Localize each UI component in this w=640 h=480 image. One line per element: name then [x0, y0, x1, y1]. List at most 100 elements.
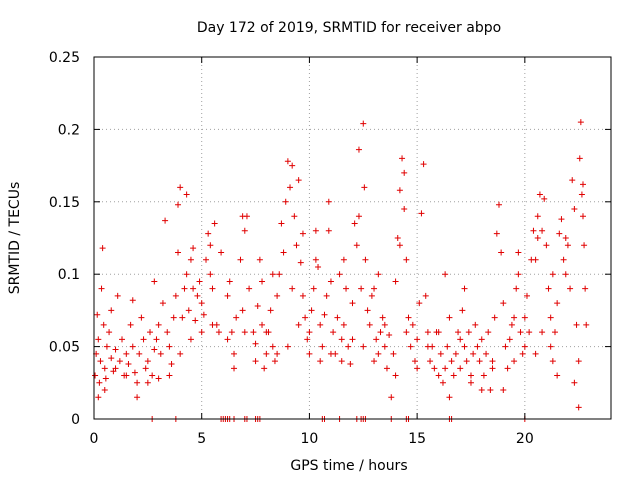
- data-point: [254, 303, 261, 310]
- data-point: [155, 375, 162, 382]
- data-point: [263, 329, 270, 336]
- data-point: [543, 242, 550, 249]
- data-point: [506, 336, 513, 343]
- data-point: [358, 285, 365, 292]
- data-point: [224, 336, 231, 343]
- data-point: [299, 230, 306, 237]
- data-point: [211, 220, 218, 227]
- data-point: [474, 343, 481, 350]
- data-point: [582, 285, 589, 292]
- data-point: [138, 314, 145, 321]
- data-point: [338, 336, 345, 343]
- data-point: [411, 358, 418, 365]
- data-point: [157, 350, 164, 357]
- data-point: [491, 314, 498, 321]
- data-point: [327, 350, 334, 357]
- data-point: [457, 365, 464, 372]
- x-tick-label: 5: [197, 431, 206, 447]
- data-point: [392, 372, 399, 379]
- data-point: [127, 321, 134, 328]
- data-point: [521, 343, 528, 350]
- data-point: [327, 278, 334, 285]
- data-point: [500, 300, 507, 307]
- data-point: [95, 394, 102, 401]
- data-point: [511, 314, 518, 321]
- data-point: [129, 297, 136, 304]
- data-point: [517, 329, 524, 336]
- data-point: [439, 379, 446, 386]
- data-point: [330, 329, 337, 336]
- data-point: [513, 285, 520, 292]
- data-point: [403, 256, 410, 263]
- data-point: [392, 278, 399, 285]
- data-point: [547, 314, 554, 321]
- data-point: [237, 256, 244, 263]
- data-point: [280, 249, 287, 256]
- data-point: [446, 314, 453, 321]
- data-point: [495, 201, 502, 208]
- data-point: [461, 285, 468, 292]
- data-point: [172, 292, 179, 299]
- y-tick-label: 0.25: [49, 50, 80, 66]
- data-point: [317, 321, 324, 328]
- data-point: [500, 387, 507, 394]
- data-point: [489, 365, 496, 372]
- data-point: [108, 307, 115, 314]
- data-point: [278, 220, 285, 227]
- data-point: [269, 343, 276, 350]
- data-point: [226, 278, 233, 285]
- data-point: [371, 285, 378, 292]
- data-point: [360, 343, 367, 350]
- data-point: [498, 249, 505, 256]
- data-point: [224, 292, 231, 299]
- data-point: [581, 242, 588, 249]
- data-point: [149, 372, 156, 379]
- data-point: [554, 372, 561, 379]
- data-point: [409, 321, 416, 328]
- data-point: [467, 379, 474, 386]
- data-point: [435, 329, 442, 336]
- data-point: [504, 365, 511, 372]
- grid: [94, 57, 611, 419]
- x-axis-label: GPS time / hours: [290, 458, 407, 474]
- data-point: [355, 213, 362, 220]
- data-point: [383, 365, 390, 372]
- data-point: [187, 336, 194, 343]
- data-point: [274, 350, 281, 357]
- data-point: [267, 307, 274, 314]
- data-point: [396, 242, 403, 249]
- data-point: [166, 372, 173, 379]
- data-point: [424, 343, 431, 350]
- data-point: [465, 329, 472, 336]
- data-point: [366, 321, 373, 328]
- data-point: [390, 350, 397, 357]
- data-point: [452, 350, 459, 357]
- data-point: [155, 321, 162, 328]
- data-point: [151, 346, 158, 353]
- data-point: [101, 365, 108, 372]
- data-point: [534, 235, 541, 241]
- data-point: [571, 379, 578, 386]
- data-point: [103, 343, 110, 350]
- data-point: [399, 155, 406, 162]
- data-point: [394, 235, 401, 241]
- data-point: [403, 329, 410, 336]
- data-point: [256, 256, 263, 263]
- data-point: [140, 336, 147, 343]
- data-point: [463, 358, 470, 365]
- data-point: [203, 256, 210, 263]
- data-point: [302, 314, 309, 321]
- data-point: [306, 329, 313, 336]
- x-tick-label: 10: [301, 431, 319, 447]
- data-point: [338, 358, 345, 365]
- data-point: [207, 271, 214, 278]
- data-point: [532, 256, 539, 263]
- data-point: [388, 394, 395, 401]
- data-point: [231, 365, 238, 372]
- data-point: [246, 285, 253, 292]
- data-point: [349, 336, 356, 343]
- data-point: [125, 360, 132, 367]
- data-point: [94, 311, 101, 318]
- data-point: [282, 198, 289, 205]
- data-point: [562, 271, 569, 278]
